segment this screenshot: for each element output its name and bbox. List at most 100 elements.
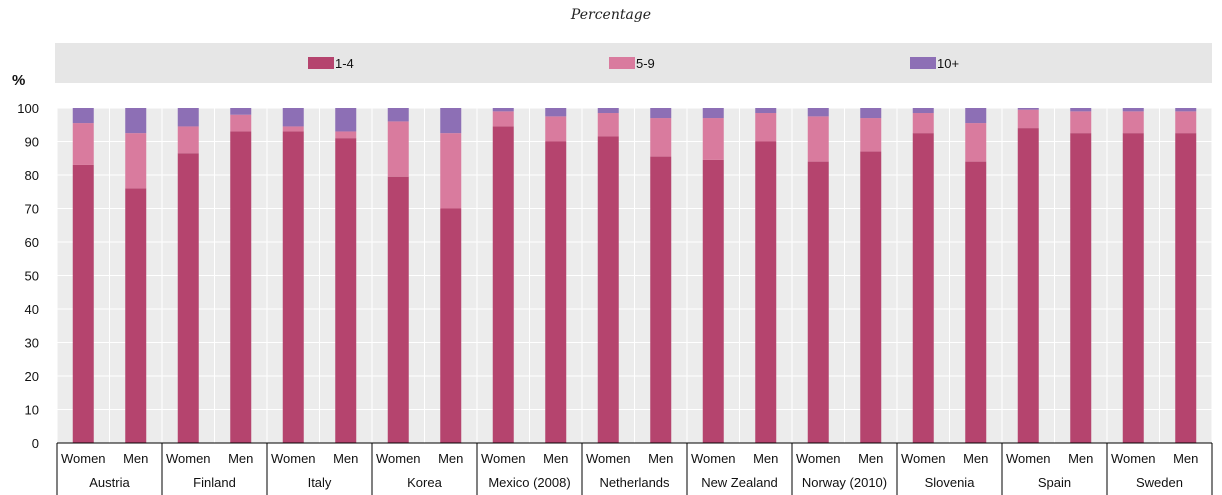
- x-subcategory-label: Men: [438, 451, 463, 466]
- x-subcategory-label: Women: [376, 451, 421, 466]
- bar-segment-1-4: [72, 164, 94, 443]
- bar-segment-10+: [912, 108, 934, 114]
- x-subcategory-label: Men: [963, 451, 988, 466]
- bar-segment-1-4: [597, 136, 619, 443]
- bar-segment-1-4: [1070, 133, 1092, 443]
- legend-label: 5-9: [636, 56, 655, 71]
- x-category-label: Finland: [193, 475, 236, 490]
- bar-segment-10+: [1175, 108, 1197, 112]
- bar-segment-1-4: [1122, 133, 1144, 443]
- x-category-label: Mexico (2008): [488, 475, 570, 490]
- bar-segment-10+: [177, 108, 199, 127]
- bar-segment-10+: [1070, 108, 1092, 112]
- x-category-label: Italy: [308, 475, 332, 490]
- bar-segment-1-4: [860, 151, 882, 444]
- chart-subtitle: Percentage: [570, 7, 651, 23]
- x-category-label: Sweden: [1136, 475, 1183, 490]
- bar-segment-10+: [335, 108, 357, 132]
- bar-segment-1-4: [335, 138, 357, 443]
- bar-segment-10+: [597, 108, 619, 114]
- x-subcategory-label: Men: [1068, 451, 1093, 466]
- bar-segment-1-4: [177, 153, 199, 443]
- x-subcategory-label: Men: [753, 451, 778, 466]
- bar-segment-1-4: [387, 176, 409, 444]
- x-subcategory-label: Women: [1006, 451, 1051, 466]
- bar-segment-1-4: [702, 159, 724, 444]
- legend: 1-4 5-9 10+: [308, 56, 959, 71]
- bar-segment-10+: [807, 108, 829, 117]
- bar-segment-1-4: [230, 131, 252, 443]
- bar-segment-1-4: [650, 156, 672, 443]
- bar-segment-5-9: [125, 133, 147, 189]
- bar-segment-5-9: [755, 113, 777, 142]
- bar-segment-5-9: [807, 116, 829, 162]
- bar-segment-10+: [755, 108, 777, 114]
- bar-segment-1-4: [440, 208, 462, 443]
- bar-segment-5-9: [492, 111, 514, 127]
- bar-segment-5-9: [702, 118, 724, 160]
- x-subcategory-label: Women: [481, 451, 526, 466]
- legend-swatch: [910, 57, 936, 69]
- bar-segment-10+: [72, 108, 94, 124]
- legend-swatch: [609, 57, 635, 69]
- y-tick-label: 50: [25, 269, 39, 284]
- y-tick-label: 100: [17, 101, 39, 116]
- bar-segment-10+: [965, 108, 987, 124]
- x-subcategory-label: Men: [1173, 451, 1198, 466]
- x-category-label: Slovenia: [925, 475, 976, 490]
- bar-segment-10+: [545, 108, 567, 117]
- y-tick-label: 40: [25, 302, 39, 317]
- y-tick-label: 80: [25, 168, 39, 183]
- bar-segment-5-9: [912, 113, 934, 134]
- x-subcategory-label: Men: [228, 451, 253, 466]
- bar-segment-5-9: [1122, 111, 1144, 134]
- x-category-label: Spain: [1038, 475, 1071, 490]
- bar-segment-5-9: [282, 126, 304, 132]
- bar-segment-5-9: [335, 131, 357, 139]
- bar-segment-1-4: [755, 141, 777, 443]
- x-subcategory-label: Men: [333, 451, 358, 466]
- y-axis-unit-label: %: [12, 72, 25, 89]
- bar-segment-1-4: [1017, 128, 1039, 443]
- bar-segment-1-4: [282, 131, 304, 443]
- bar-segment-10+: [1017, 108, 1039, 110]
- bar-segment-10+: [387, 108, 409, 122]
- bar-segment-5-9: [1017, 109, 1039, 129]
- legend-label: 10+: [937, 56, 959, 71]
- x-category-label: Austria: [89, 475, 130, 490]
- legend-label: 1-4: [335, 56, 354, 71]
- bar-segment-10+: [860, 108, 882, 119]
- bar-segment-5-9: [1175, 111, 1197, 134]
- bar-segment-10+: [650, 108, 672, 119]
- bar-segment-10+: [125, 108, 147, 134]
- x-subcategory-label: Men: [123, 451, 148, 466]
- bar-segment-5-9: [387, 121, 409, 177]
- x-subcategory-label: Women: [271, 451, 316, 466]
- y-tick-label: 60: [25, 235, 39, 250]
- bar-segment-5-9: [440, 133, 462, 209]
- x-category-label: Netherlands: [599, 475, 670, 490]
- axes: 0 10 20 30 40 50 60 70 80 90 100 Women Men Women Men Wo…: [17, 101, 1213, 495]
- bar-segment-5-9: [597, 113, 619, 137]
- bar-segment-5-9: [860, 118, 882, 152]
- bar-segment-1-4: [965, 161, 987, 443]
- bar-segment-10+: [702, 108, 724, 119]
- bar-segment-1-4: [492, 126, 514, 444]
- x-subcategory-label: Men: [858, 451, 883, 466]
- bar-segment-5-9: [545, 116, 567, 142]
- x-category-label: Korea: [407, 475, 442, 490]
- bar-segment-10+: [440, 108, 462, 134]
- bar-segment-10+: [282, 108, 304, 127]
- x-subcategory-label: Men: [648, 451, 673, 466]
- bar-segment-10+: [492, 108, 514, 112]
- y-tick-label: 10: [25, 403, 39, 418]
- y-tick-label: 30: [25, 336, 39, 351]
- bar-segment-5-9: [650, 118, 672, 157]
- x-subcategory-label: Women: [796, 451, 841, 466]
- bar-segment-5-9: [965, 123, 987, 162]
- bar-segment-10+: [1122, 108, 1144, 112]
- bar-segment-1-4: [125, 188, 147, 443]
- legend-swatch: [308, 57, 334, 69]
